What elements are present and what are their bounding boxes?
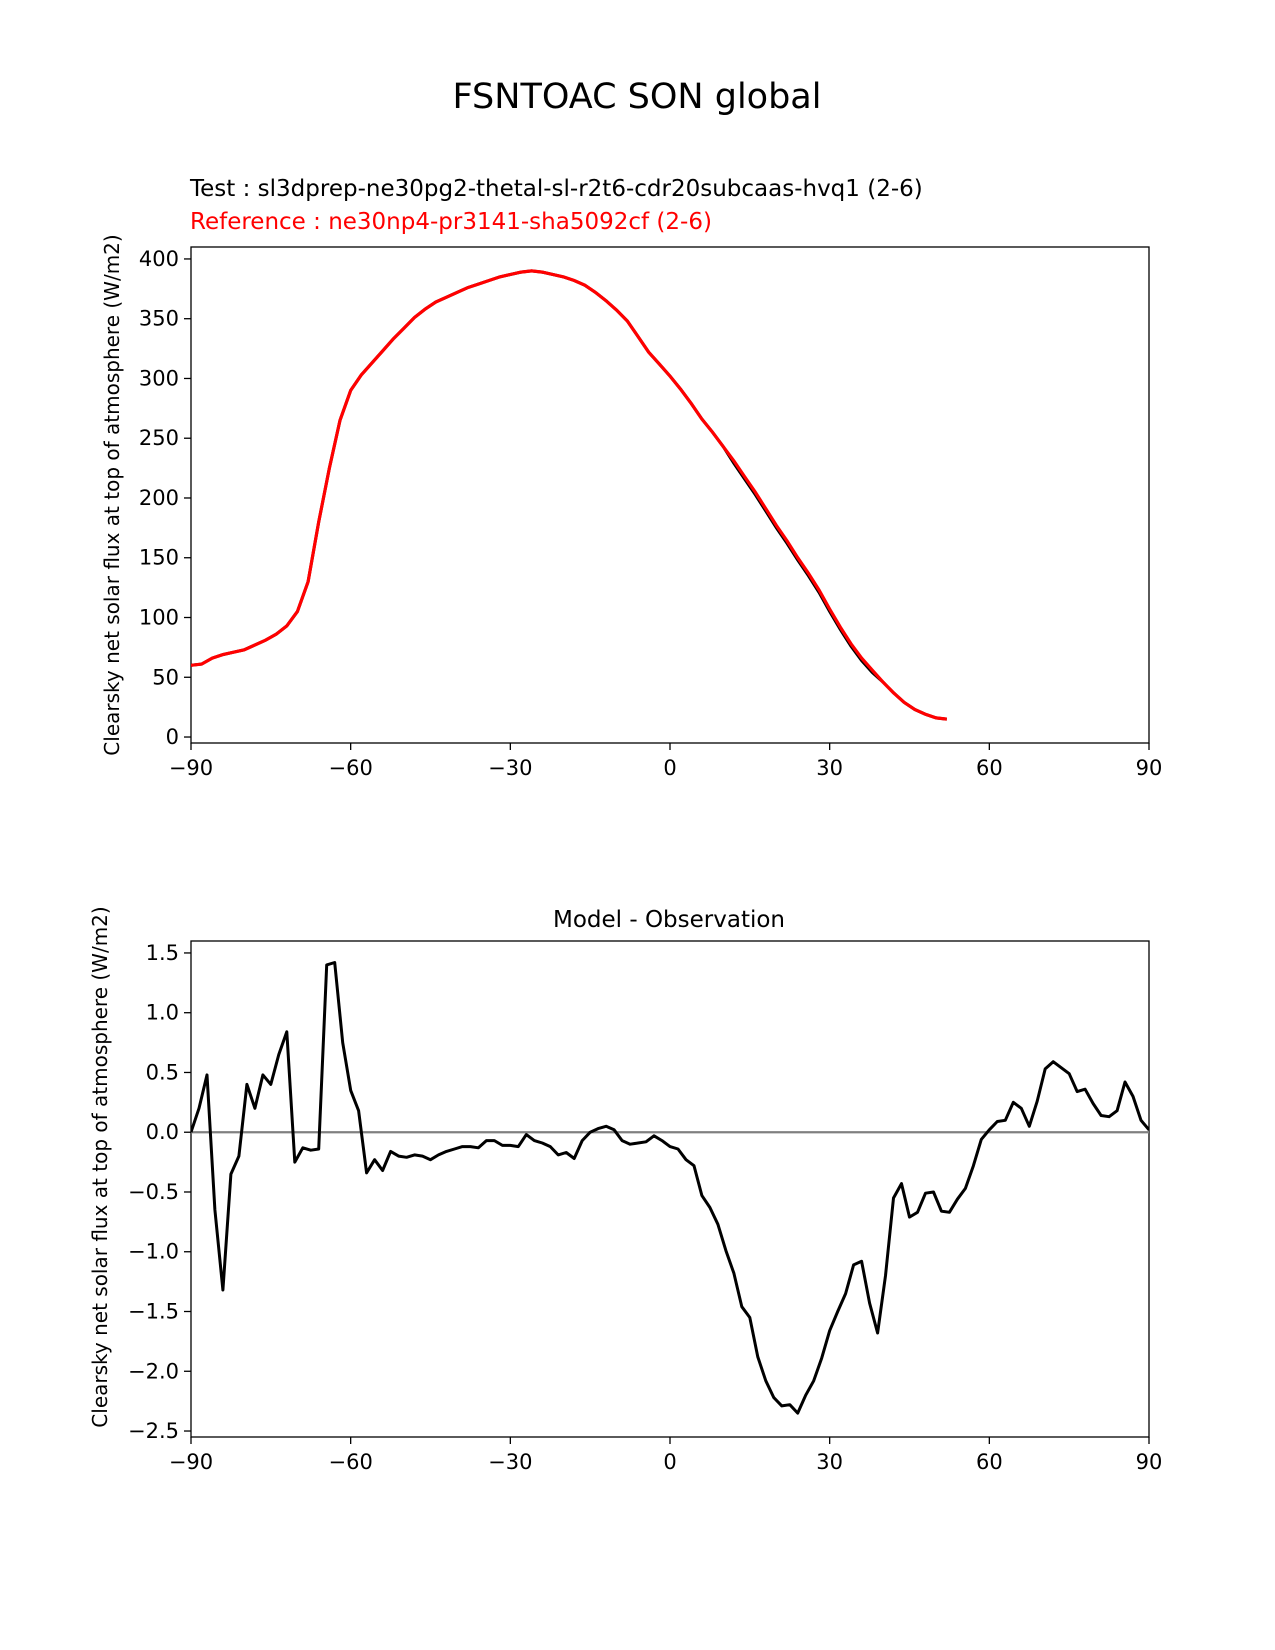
- bottom-xtick-label: 90: [1136, 1450, 1163, 1474]
- bottom-ytick-label: −1.5: [128, 1300, 179, 1324]
- test-label: Test : sl3dprep-ne30pg2-thetal-sl-r2t6-c…: [189, 176, 923, 202]
- reference-label: Reference : ne30np4-pr3141-sha5092cf (2-…: [190, 209, 712, 235]
- bottom-ytick-label: −0.5: [128, 1180, 179, 1204]
- top-xtick-label: 30: [816, 756, 843, 780]
- bottom-xtick-label: −90: [169, 1450, 213, 1474]
- bottom-ylabel: Clearsky net solar flux at top of atmosp…: [88, 906, 112, 1427]
- top-ytick-label: 400: [139, 247, 179, 271]
- top-ytick-label: 250: [139, 426, 179, 450]
- top-ytick-label: 200: [139, 486, 179, 510]
- bottom-ytick-label: 0.0: [146, 1120, 179, 1144]
- reference-series-line: [191, 269, 947, 721]
- bottom-ytick-label: −1.0: [128, 1240, 179, 1264]
- top-xtick-label: −90: [169, 756, 213, 780]
- top-plot-frame: [190, 246, 1150, 744]
- difference-series-line: [191, 961, 1149, 1415]
- top-xtick-label: 60: [976, 756, 1003, 780]
- bottom-xtick-label: 60: [976, 1450, 1003, 1474]
- top-xtick-label: −30: [488, 756, 532, 780]
- top-ytick-label: 150: [139, 546, 179, 570]
- top-xtick-label: 0: [663, 756, 676, 780]
- top-ytick-label: 50: [152, 665, 179, 689]
- bottom-ytick-label: 0.5: [146, 1060, 179, 1084]
- bottom-plot: −90 −60 −30 0 30 60 90 −2.5 −2.0 −1.5 −1.0 −0.5 0.0 0…: [128, 940, 1163, 1474]
- top-xtick-label: 90: [1136, 756, 1163, 780]
- test-series-line: [191, 269, 947, 721]
- bottom-xtick-label: −60: [329, 1450, 373, 1474]
- bottom-ytick-label: −2.5: [128, 1419, 179, 1443]
- top-plot: −90 −60 −30 0 30 60 90 0 50 100 150 200 250 300 350 400: [139, 246, 1163, 780]
- bottom-xtick-label: −30: [488, 1450, 532, 1474]
- top-ytick-label: 100: [139, 606, 179, 630]
- top-ytick-label: 350: [139, 307, 179, 331]
- figure-title: FSNTOAC SON global: [453, 77, 822, 117]
- bottom-xtick-label: 0: [663, 1450, 676, 1474]
- bottom-ytick-label: 1.0: [146, 1001, 179, 1025]
- top-ylabel: Clearsky net solar flux at top of atmosp…: [100, 234, 124, 755]
- bottom-title: Model - Observation: [553, 907, 785, 933]
- top-xtick-label: −60: [329, 756, 373, 780]
- bottom-ytick-label: 1.5: [146, 941, 179, 965]
- bottom-ytick-label: −2.0: [128, 1359, 179, 1383]
- top-ytick-label: 300: [139, 366, 179, 390]
- top-ytick-label: 0: [166, 725, 179, 749]
- bottom-plot-frame: [190, 940, 1150, 1438]
- bottom-xtick-label: 30: [816, 1450, 843, 1474]
